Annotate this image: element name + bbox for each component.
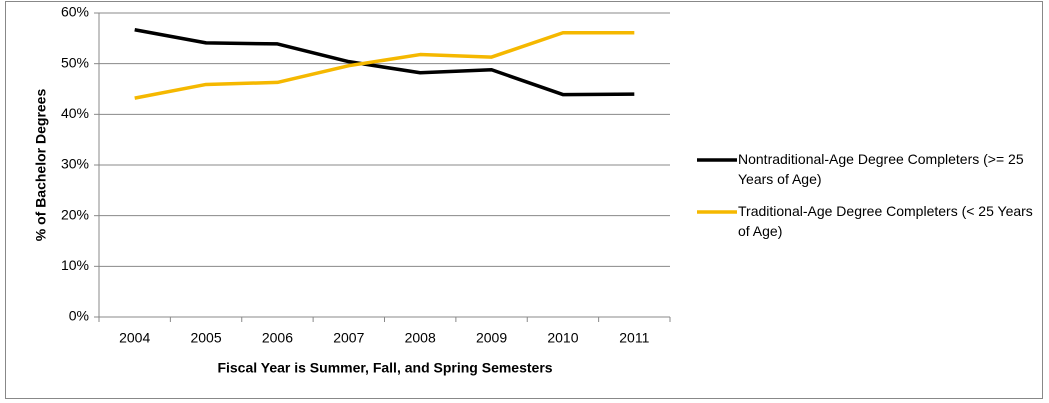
x-tick-label: 2009 (476, 330, 507, 346)
legend-label: Nontraditional-Age Degree Completers (>=… (738, 151, 1024, 187)
legend-label: Traditional-Age Degree Completers (< 25 … (738, 203, 1033, 239)
y-tick-label: 50% (61, 54, 89, 70)
legend-entry: Nontraditional-Age Degree Completers (>=… (738, 151, 1024, 187)
chart-border (5, 1, 1043, 399)
x-tick-label: 2010 (547, 330, 578, 346)
y-tick-label: 40% (61, 105, 89, 121)
y-axis-label: % of Bachelor Degrees (33, 89, 49, 242)
x-tick-label: 2007 (333, 330, 364, 346)
y-tick-label: 10% (61, 257, 89, 273)
y-tick-label: 60% (61, 4, 89, 20)
y-tick-label: 30% (61, 156, 89, 172)
x-axis-label: Fiscal Year is Summer, Fall, and Spring … (217, 360, 552, 376)
x-tick-label: 2006 (262, 330, 293, 346)
series-line (134, 31, 635, 100)
x-tick-label: 2005 (190, 330, 221, 346)
x-tick-label: 2004 (119, 330, 150, 346)
y-tick-label: 0% (69, 308, 89, 324)
legend-entry: Traditional-Age Degree Completers (< 25 … (738, 203, 1033, 239)
x-tick-label: 2011 (619, 330, 649, 346)
x-tick-label: 2008 (405, 330, 436, 346)
y-tick-label: 20% (61, 206, 89, 222)
series-line (134, 27, 635, 97)
